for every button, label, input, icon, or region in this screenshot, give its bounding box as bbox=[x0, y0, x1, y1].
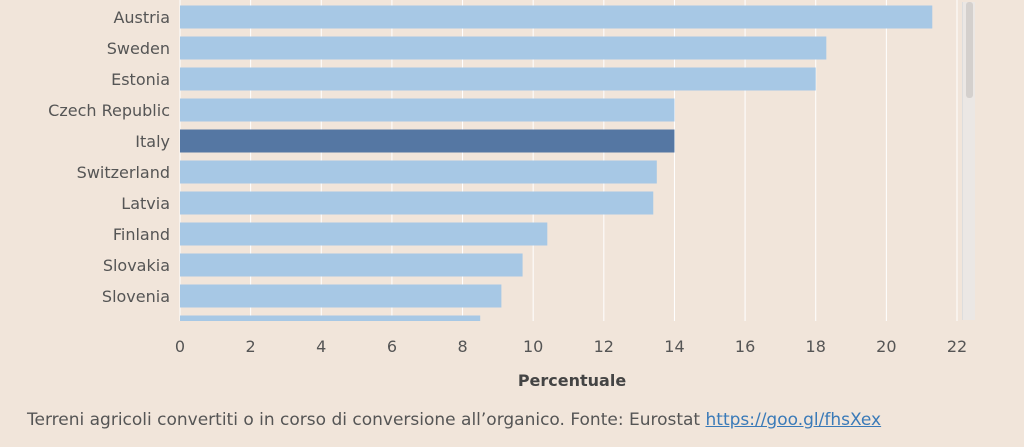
x-axis-title: Percentuale bbox=[518, 371, 627, 390]
scrollbar-thumb[interactable] bbox=[966, 2, 973, 98]
source-link[interactable]: https://goo.gl/fhsXex bbox=[705, 410, 882, 430]
x-tick-label: 4 bbox=[316, 337, 326, 356]
category-label: Latvia bbox=[121, 194, 170, 213]
vertical-scrollbar[interactable] bbox=[962, 2, 975, 320]
bar-latvia[interactable] bbox=[180, 191, 654, 215]
bar-finland[interactable] bbox=[180, 222, 548, 246]
bar-italy[interactable] bbox=[180, 129, 675, 153]
category-label: Finland bbox=[113, 225, 170, 244]
x-tick-label: 18 bbox=[806, 337, 826, 356]
category-label: Slovakia bbox=[103, 256, 170, 275]
x-tick-label: 12 bbox=[594, 337, 614, 356]
category-label: Estonia bbox=[111, 70, 170, 89]
bar-sweden[interactable] bbox=[180, 36, 827, 60]
bar-spain[interactable] bbox=[180, 315, 481, 339]
bars bbox=[180, 5, 933, 339]
x-tick-label: 16 bbox=[735, 337, 755, 356]
bar-switzerland[interactable] bbox=[180, 160, 657, 184]
x-tick-label: 20 bbox=[876, 337, 896, 356]
bar-chart: Austria Sweden Estonia Czech Republic Italy S… bbox=[48, 0, 967, 390]
category-label: Sweden bbox=[107, 39, 170, 58]
x-tick-label: 2 bbox=[246, 337, 256, 356]
category-labels: Austria Sweden Estonia Czech Republic Italy S… bbox=[48, 8, 170, 337]
bar-czech-republic[interactable] bbox=[180, 98, 675, 122]
category-label: Spain bbox=[125, 318, 170, 337]
x-tick-label: 0 bbox=[175, 337, 185, 356]
bar-austria[interactable] bbox=[180, 5, 933, 29]
bar-slovenia[interactable] bbox=[180, 284, 502, 308]
category-label: Slovenia bbox=[102, 287, 170, 306]
category-label: Switzerland bbox=[77, 163, 170, 182]
x-axis-ticks: 0 2 4 6 8 10 12 14 16 18 20 22 bbox=[175, 337, 967, 356]
category-label: Austria bbox=[113, 8, 170, 27]
caption-text: Terreni agricoli convertiti o in corso d… bbox=[27, 410, 701, 430]
chart-area: Austria Sweden Estonia Czech Republic Italy S… bbox=[48, 0, 975, 390]
category-label: Czech Republic bbox=[48, 101, 170, 120]
footer-caption: Terreni agricoli convertiti o in corso d… bbox=[27, 410, 881, 430]
x-tick-label: 22 bbox=[947, 337, 967, 356]
bar-slovakia[interactable] bbox=[180, 253, 523, 277]
category-label: Italy bbox=[135, 132, 170, 151]
x-tick-label: 10 bbox=[523, 337, 543, 356]
bar-estonia[interactable] bbox=[180, 67, 816, 91]
x-tick-label: 14 bbox=[664, 337, 684, 356]
x-tick-label: 8 bbox=[457, 337, 467, 356]
x-tick-label: 6 bbox=[387, 337, 397, 356]
